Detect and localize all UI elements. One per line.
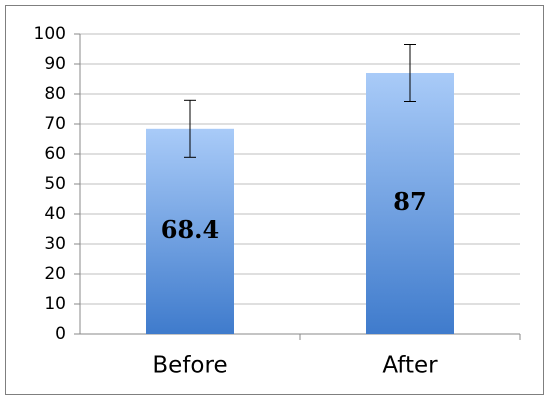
x-tick-label: After (382, 353, 438, 379)
y-tick-label: 60 (44, 144, 66, 164)
data-label: 68.4 (161, 215, 219, 244)
error-bar (404, 44, 416, 102)
y-tick-label: 20 (44, 264, 66, 284)
bar (366, 73, 454, 334)
y-tick-label: 100 (34, 24, 66, 44)
y-tick-label: 90 (44, 54, 66, 74)
y-tick-label: 70 (44, 114, 66, 134)
y-tick-label: 80 (44, 84, 66, 104)
bar (146, 128, 234, 334)
x-tick-label: Before (152, 353, 227, 379)
y-tick-label: 10 (44, 294, 66, 314)
y-tick-label: 50 (44, 174, 66, 194)
y-tick-label: 0 (55, 324, 66, 344)
error-bar (184, 99, 196, 158)
data-label: 87 (393, 187, 426, 216)
y-tick-label: 40 (44, 204, 66, 224)
y-tick-label: 30 (44, 234, 66, 254)
